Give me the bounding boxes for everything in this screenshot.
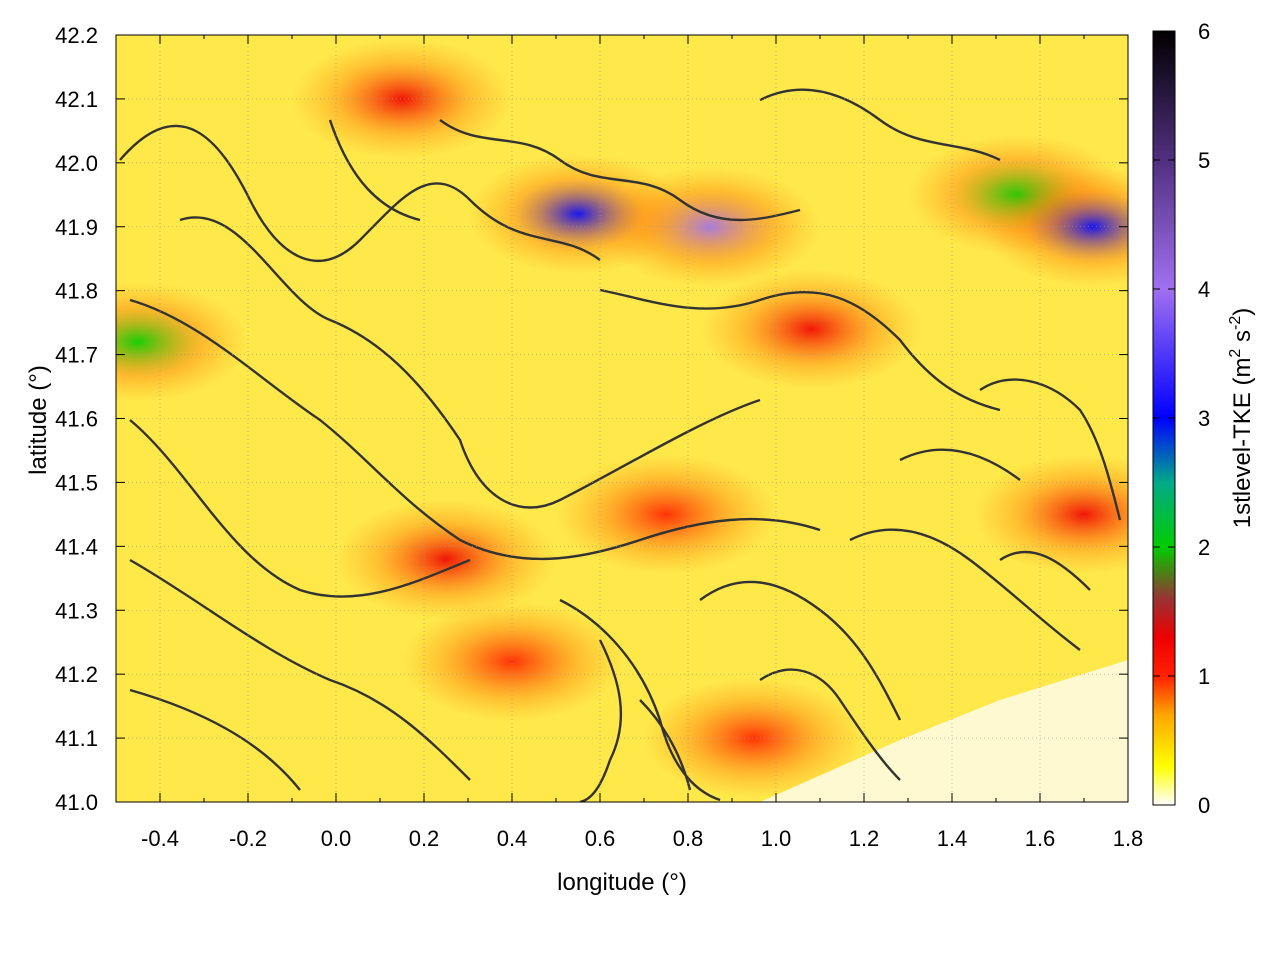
colorbar-tick-label: 1 — [1198, 664, 1210, 689]
colorbar-tick-label: 3 — [1198, 406, 1210, 431]
colorbar-tick-label: 2 — [1198, 535, 1210, 560]
tke-hotspot — [402, 601, 622, 722]
contour-line — [129, 688, 301, 791]
x-tick-label: 0.6 — [585, 826, 616, 851]
contour-line — [849, 528, 1081, 651]
x-tick-label: 1.6 — [1025, 826, 1056, 851]
contour-line — [599, 288, 1001, 412]
y-tick-label: 41.2 — [55, 662, 98, 687]
colorbar-tick-label: 5 — [1198, 148, 1210, 173]
x-tick-label: -0.4 — [141, 826, 179, 851]
y-axis-label: latitude (°) — [25, 365, 52, 475]
contour-line — [579, 639, 623, 802]
contour-line — [129, 419, 471, 598]
contour-line — [559, 598, 721, 802]
x-tick-label: 0.0 — [321, 826, 352, 851]
tke-hotspot — [701, 269, 922, 390]
tke-hotspot — [116, 281, 248, 402]
y-tick-label: 41.0 — [55, 790, 98, 815]
contour-line — [129, 298, 821, 561]
x-tick-label: 0.8 — [673, 826, 704, 851]
tke-hotspot — [982, 166, 1128, 287]
plot-area — [115, 34, 1129, 803]
low-tke-region — [760, 660, 1128, 802]
tke-hotspot — [556, 454, 776, 575]
x-tick-label: 1.2 — [849, 826, 880, 851]
contour-line — [999, 550, 1091, 591]
contour-line — [759, 668, 901, 781]
y-tick-label: 41.8 — [55, 279, 98, 304]
y-tick-label: 41.4 — [55, 534, 98, 559]
contour-line — [639, 699, 692, 791]
contour-line — [328, 119, 421, 222]
colorbar-label: 1stlevel-TKE (m2 s-2) — [1227, 308, 1256, 529]
contour-line — [899, 448, 1021, 481]
colorbar-tick-label: 6 — [1198, 19, 1210, 44]
x-tick-label: -0.2 — [229, 826, 267, 851]
x-tick-label: 1.0 — [761, 826, 792, 851]
y-tick-label: 41.9 — [55, 215, 98, 240]
contour-line — [439, 119, 801, 222]
contour-line — [179, 216, 761, 509]
contour-line — [979, 378, 1122, 521]
y-tick-label: 41.6 — [55, 407, 98, 432]
y-tick-label: 41.1 — [55, 726, 98, 751]
tke-hotspot — [974, 454, 1128, 575]
x-axis: -0.4 -0.2 0.0 0.2 0.4 0.6 0.8 1.0 1.2 1.4 1.6 1.8 — [141, 35, 1143, 851]
contour-line — [759, 88, 1001, 162]
y-tick-label: 42.0 — [55, 151, 98, 176]
y-axis: 41.0 41.1 41.2 41.3 41.4 41.5 41.6 41.7 41.8 41.9… — [55, 23, 1128, 815]
colorbar-tick-label: 4 — [1198, 277, 1210, 302]
contour-line — [129, 558, 471, 781]
x-axis-label: longitude (°) — [557, 869, 687, 896]
x-tick-label: 1.4 — [937, 826, 968, 851]
y-tick-label: 41.5 — [55, 470, 98, 495]
y-tick-label: 42.1 — [55, 87, 98, 112]
x-tick-label: 1.8 — [1113, 826, 1144, 851]
tke-hotspot — [644, 678, 864, 799]
contour-line — [119, 124, 601, 262]
y-tick-label: 41.7 — [55, 343, 98, 368]
y-tick-label: 41.3 — [55, 598, 98, 623]
y-tick-label: 42.2 — [55, 23, 98, 48]
x-tick-label: 0.2 — [409, 826, 440, 851]
colorbar: 0 1 2 3 4 5 6 1stlevel-TKE (m2 s-2) — [1152, 19, 1256, 818]
x-tick-label: 0.4 — [497, 826, 528, 851]
colorbar-tick-label: 0 — [1198, 793, 1210, 818]
tke-hotspot — [468, 153, 688, 274]
